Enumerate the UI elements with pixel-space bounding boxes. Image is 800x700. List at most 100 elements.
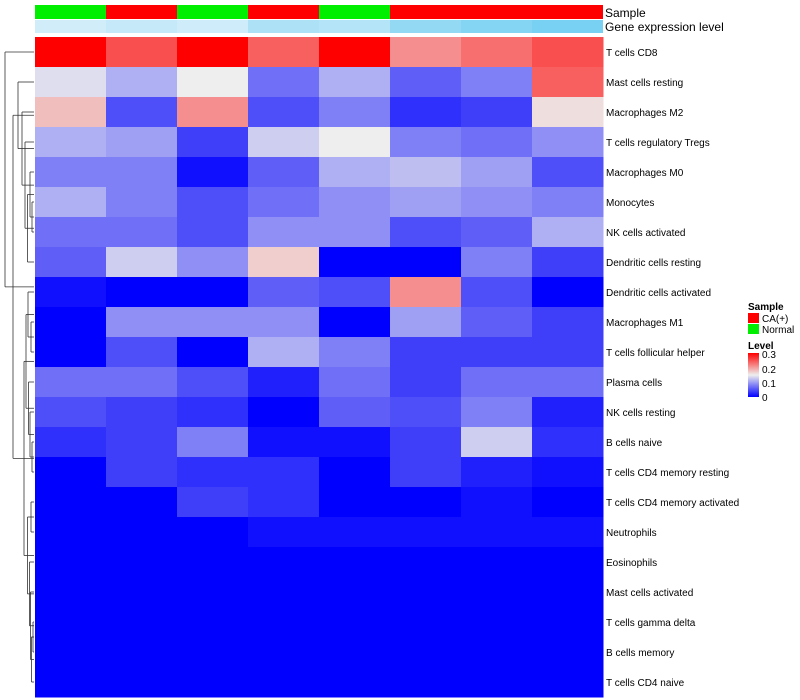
heatmap-cell: [248, 607, 320, 638]
heatmap-cell: [390, 97, 462, 128]
heatmap-cell: [319, 97, 391, 128]
heatmap-cell: [248, 127, 320, 158]
heatmap-cell: [319, 427, 391, 458]
heatmap-cell: [35, 247, 107, 278]
heatmap-cell: [248, 427, 320, 458]
legend-level-title: Level: [748, 341, 774, 352]
heatmap-cell: [319, 307, 391, 338]
heatmap-cell: [35, 37, 107, 68]
heatmap-cell: [35, 127, 107, 158]
heatmap-cell: [390, 427, 462, 458]
heatmap-cell: [35, 367, 107, 398]
heatmap-cell: [177, 667, 249, 698]
row-label: T cells follicular helper: [606, 348, 705, 359]
heatmap-cell: [248, 217, 320, 248]
heatmap-cell: [319, 127, 391, 158]
heatmap-cell: [106, 487, 178, 518]
annotation-sample-cell: [248, 5, 319, 19]
row-label: Dendritic cells activated: [606, 288, 711, 299]
heatmap-cell: [390, 637, 462, 668]
heatmap-cell: [532, 247, 604, 278]
heatmap-cell: [390, 397, 462, 428]
heatmap-cell: [390, 217, 462, 248]
heatmap-cell: [106, 307, 178, 338]
column-annotations: [35, 5, 603, 33]
heatmap-cell: [532, 127, 604, 158]
heatmap-cell: [35, 457, 107, 488]
row-label: Plasma cells: [606, 378, 662, 389]
heatmap-cell: [106, 337, 178, 368]
heatmap-cell: [35, 427, 107, 458]
heatmap-cell: [390, 337, 462, 368]
heatmap-cell: [106, 37, 178, 68]
heatmap-cell: [35, 577, 107, 608]
row-label: T cells CD4 naive: [606, 678, 685, 689]
annotation-expression-cell: [390, 20, 461, 33]
heatmap-cell: [35, 547, 107, 578]
heatmap-cell: [532, 37, 604, 68]
heatmap-cell: [106, 127, 178, 158]
heatmap-cell: [177, 517, 249, 548]
heatmap-cell: [106, 367, 178, 398]
heatmap-cell: [532, 637, 604, 668]
row-label: T cells gamma delta: [606, 618, 696, 629]
heatmap-cell: [177, 607, 249, 638]
heatmap-cell: [106, 187, 178, 218]
annotation-expression-cell: [461, 20, 532, 33]
heatmap-cell: [532, 67, 604, 98]
heatmap-cell: [106, 217, 178, 248]
heatmap-cell: [177, 277, 249, 308]
heatmap-cell: [106, 67, 178, 98]
heatmap-cell: [106, 547, 178, 578]
heatmap-cell: [177, 427, 249, 458]
legend-level-tick: 0.3: [762, 350, 776, 361]
heatmap-cell: [106, 97, 178, 128]
heatmap-cell: [532, 547, 604, 578]
row-dendrogram: [4, 51, 34, 683]
heatmap-cell: [532, 517, 604, 548]
heatmap-cell: [532, 217, 604, 248]
heatmap-cell: [35, 187, 107, 218]
heatmap-cells: [35, 37, 604, 698]
heatmap-cell: [461, 397, 533, 428]
heatmap-cell: [248, 667, 320, 698]
heatmap-cell: [461, 217, 533, 248]
heatmap-cell: [248, 517, 320, 548]
row-label: Mast cells resting: [606, 78, 683, 89]
annotation-sample-cell: [390, 5, 461, 19]
row-label: T cells CD8: [606, 48, 658, 59]
heatmap-cell: [461, 157, 533, 188]
annotation-label-sample: Sample: [605, 6, 646, 20]
heatmap-cell: [35, 487, 107, 518]
heatmap-cell: [461, 487, 533, 518]
heatmap-cell: [248, 157, 320, 188]
heatmap-cell: [532, 607, 604, 638]
heatmap-cell: [532, 487, 604, 518]
heatmap-cell: [461, 337, 533, 368]
heatmap-cell: [461, 547, 533, 578]
heatmap-cell: [532, 157, 604, 188]
heatmap-cell: [248, 637, 320, 668]
legend-swatch-normal: [748, 324, 759, 334]
row-label: Macrophages M2: [606, 108, 684, 119]
heatmap-cell: [461, 607, 533, 638]
heatmap-cell: [461, 97, 533, 128]
heatmap-cell: [248, 397, 320, 428]
heatmap-cell: [532, 397, 604, 428]
heatmap-cell: [390, 127, 462, 158]
row-label: Dendritic cells resting: [606, 258, 701, 269]
row-label: NK cells resting: [606, 408, 675, 419]
heatmap-cell: [532, 187, 604, 218]
annotation-expression-cell: [177, 20, 248, 33]
annotation-sample-cell: [106, 5, 177, 19]
heatmap-cell: [532, 667, 604, 698]
heatmap-cell: [35, 607, 107, 638]
heatmap-cell: [532, 277, 604, 308]
row-label: Macrophages M1: [606, 318, 684, 329]
heatmap-cell: [177, 187, 249, 218]
legend-level-tick: 0: [762, 393, 768, 404]
heatmap-cell: [461, 517, 533, 548]
legend-swatch-ca: [748, 313, 759, 323]
heatmap-cell: [390, 37, 462, 68]
